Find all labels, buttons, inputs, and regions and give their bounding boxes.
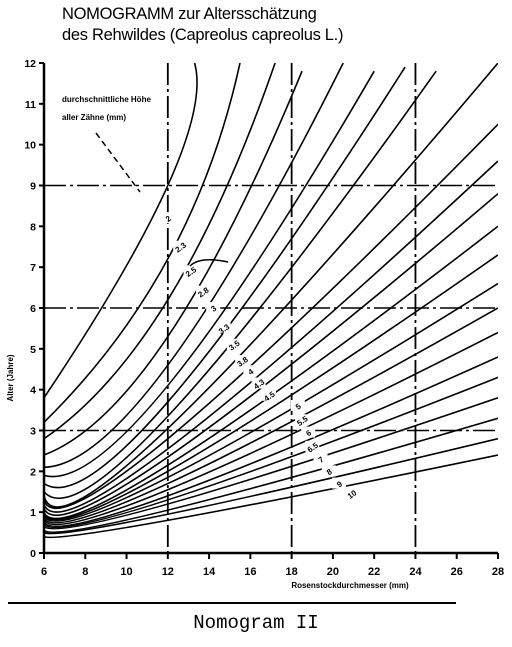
curve-label-bg [321, 465, 336, 477]
y-tick-label: 1 [30, 507, 36, 519]
curve-series [44, 63, 498, 539]
x-tick-label: 24 [409, 566, 422, 578]
y-tick-label: 6 [30, 303, 36, 315]
curve-label-bg [160, 212, 175, 224]
y-tick-label: 9 [30, 181, 36, 193]
y-tick-label: 8 [30, 221, 36, 233]
nomogram-curve-10 [44, 437, 498, 535]
nomogram-curve-2-3 [44, 63, 241, 423]
curve-label-bg [235, 355, 250, 367]
nomogram-curve-8 [44, 356, 498, 528]
curve-label-bg [294, 414, 309, 426]
title-line-1: NOMOGRAMM zur Altersschätzung [62, 5, 317, 23]
nomogram-curve-2-5 [44, 63, 276, 440]
x-tick-label: 14 [203, 566, 216, 578]
title-line-2: des Rehwildes (Capreolus capreolus L.) [62, 26, 344, 44]
curve-label-bg [290, 400, 305, 411]
nomogram-curve-4-5 [44, 160, 498, 513]
chart-title: NOMOGRAMM zur Altersschätzung des Rehwil… [62, 4, 343, 46]
y-tick-label: 7 [30, 262, 36, 274]
annotation-line-1: durchschnittliche Höhe [62, 95, 151, 104]
curve-label-bg [243, 365, 258, 377]
nomogram-curve-3-3 [44, 70, 375, 478]
nomogram-curve-9-5 [44, 417, 498, 533]
nomogram-curve-10-5 [44, 454, 498, 539]
x-tick-label: 8 [82, 566, 88, 578]
curve-label-bg [195, 285, 210, 297]
nomogram-curve-5-5 [44, 225, 498, 520]
y-tick-label: 3 [30, 426, 36, 438]
curve-label: 9 [335, 479, 344, 489]
x-tick-label: 28 [492, 566, 504, 578]
y-tick-label: 10 [24, 140, 36, 152]
x-tick-label: 26 [451, 566, 463, 578]
curve-label: 3 [209, 304, 218, 314]
curve-label: 2 [164, 214, 173, 224]
x-tick-label: 18 [286, 566, 298, 578]
y-axis-label: Alter (Jahre) [6, 354, 15, 401]
curve-label: 5 [294, 402, 303, 412]
curve-label-bg [344, 487, 359, 499]
nomogram-curve-3-5 [44, 66, 406, 489]
annotation-line-2: aller Zähne (mm) [62, 113, 126, 122]
curve-label-bg [332, 477, 347, 489]
nomogram-curve-3-8 [44, 70, 437, 500]
curve-label-bg [251, 377, 266, 389]
annotation-pointer [95, 132, 141, 193]
curve-label: 6 [304, 428, 313, 438]
y-tick-label: 0 [30, 548, 36, 560]
y-tick-label: 2 [30, 466, 36, 478]
curve-label-bg [305, 440, 320, 452]
x-tick-label: 6 [41, 566, 47, 578]
nomogram-curve-3 [44, 63, 344, 469]
reference-lines [44, 63, 498, 553]
x-tick-label: 16 [244, 566, 256, 578]
curve-label-bg [226, 338, 241, 350]
curve-label-bg [261, 389, 276, 401]
curve-label: 7 [317, 455, 326, 465]
curve-label: 8 [325, 467, 334, 477]
x-tick-label: 10 [120, 566, 132, 578]
curve-label: 4 [247, 367, 256, 377]
nomogram-curve-8-5 [44, 376, 498, 529]
nomogram-curve-2 [44, 63, 198, 399]
curve-label-bg [206, 302, 221, 313]
nomogram-curve-6 [44, 254, 498, 521]
nomogram-curve-5 [44, 193, 498, 517]
nomogram-curve-9 [44, 397, 498, 530]
curve-label-bg [313, 453, 328, 465]
curve-label-bg [216, 322, 231, 334]
nomogram-curve-7-5 [44, 331, 498, 526]
y-tick-label: 4 [30, 385, 36, 397]
x-axis-label: Rosenstockdurchmesser (mm) [291, 581, 409, 590]
nomogram-curve-4-3 [44, 123, 498, 510]
x-tick-label: 20 [327, 566, 339, 578]
y-tick-label: 11 [25, 99, 36, 111]
y-tick-label: 5 [30, 344, 36, 356]
figure-caption: Nomogram II [193, 612, 319, 634]
annotation-bracket [189, 259, 229, 267]
nomogram-curve-2-8 [44, 70, 303, 456]
nomogram-curve-7 [44, 307, 498, 524]
nomogram-curve-6-5 [44, 282, 498, 522]
x-ticks: 6 8 10 12 14 16 18 20 22 24 26 28 [41, 553, 504, 578]
x-tick-label: 12 [162, 566, 174, 578]
caption-rule [8, 602, 456, 604]
y-tick-label: 12 [24, 58, 36, 70]
curve-label-bg [173, 240, 188, 252]
nomogram-curve-4 [44, 63, 498, 508]
curve-label-bg [183, 265, 198, 277]
x-tick-label: 22 [368, 566, 380, 578]
curve-label-bg [301, 426, 316, 438]
